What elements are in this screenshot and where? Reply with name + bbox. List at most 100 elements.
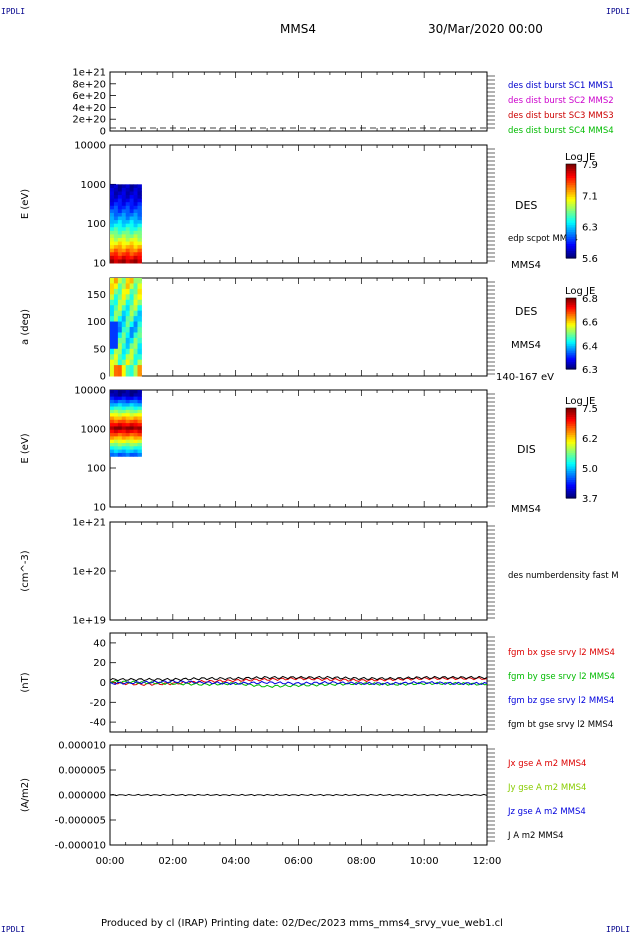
pitch-angle-cell	[110, 278, 115, 284]
spectrogram-cell	[110, 390, 115, 394]
spectrogram-cell	[121, 248, 127, 253]
pitch-angle-cell	[125, 305, 131, 312]
colorbar-des-energy-cell	[566, 229, 576, 233]
pitch-angle-cell	[117, 343, 123, 350]
spectrogram-cell	[125, 216, 131, 221]
colorbar-dis-energy-cell	[566, 459, 576, 463]
colorbar-dis-energy-cell	[566, 493, 576, 497]
spectrogram-cell	[133, 396, 138, 401]
spectrogram-cell	[133, 184, 138, 189]
colorbar-pitch-cell	[566, 337, 576, 340]
spectrogram-cell	[137, 212, 142, 218]
spectrogram-cell	[129, 184, 135, 189]
pitch-angle-cell	[113, 278, 119, 284]
pitch-angle-cell	[113, 305, 119, 312]
colorbar-dis-energy-cell	[566, 480, 576, 483]
spectrogram-cell	[125, 449, 131, 454]
colorbar-dis-energy-tick: 5.0	[582, 464, 598, 475]
spectrogram-cell	[125, 436, 131, 441]
y-tick-label: -0.000005	[55, 816, 106, 827]
spectrogram-cell	[110, 212, 115, 218]
spectrogram-cell	[133, 443, 138, 447]
spectrogram-cell	[117, 393, 123, 398]
pitch-angle-cell	[113, 354, 119, 361]
panel-note: edp scpot MMS4	[508, 234, 578, 244]
spectrogram-cell	[121, 436, 127, 441]
colorbar-pitch-title: Log JE	[565, 286, 595, 297]
spectrogram-cell	[113, 252, 119, 257]
spectrogram-cell	[125, 426, 131, 431]
pitch-angle-cell	[121, 310, 127, 317]
pitch-angle-cell	[133, 343, 138, 350]
spectrogram-cell	[137, 187, 142, 192]
spectrogram-cell	[137, 436, 142, 441]
spectrogram-cell	[117, 429, 123, 434]
spectrogram-cell	[129, 195, 135, 200]
pitch-angle-cell	[125, 332, 131, 339]
spectrogram-cell	[133, 209, 138, 214]
spectrogram-cell	[133, 399, 138, 404]
spectrogram-cell	[110, 406, 115, 411]
colorbar-pitch-tick: 6.3	[582, 365, 598, 376]
current-density-line	[109, 793, 488, 797]
spectrogram-cell	[125, 248, 131, 253]
panel-note: MMS4	[511, 340, 541, 351]
spectrogram-cell	[110, 423, 115, 427]
spectrogram-cell	[125, 396, 131, 401]
spectrogram-cell	[125, 227, 131, 232]
spectrogram-cell	[117, 396, 123, 401]
colorbar-des-energy-cell	[566, 234, 576, 238]
colorbar-des-energy-tick: 5.6	[582, 254, 598, 265]
pitch-angle-cell	[137, 337, 142, 344]
pitch-angle-cell	[117, 337, 123, 344]
spectrogram-cell	[121, 406, 127, 411]
spectrogram-cell	[137, 198, 142, 203]
spectrogram-cell	[117, 191, 123, 196]
pitch-angle-cell	[121, 354, 127, 361]
spectrogram-cell	[110, 220, 115, 225]
pitch-angle-cell	[133, 327, 138, 333]
spectrogram-cell	[121, 216, 127, 221]
spectrogram-cell	[133, 187, 138, 192]
spectrogram-cell	[137, 393, 142, 398]
spectrogram-cell	[129, 187, 135, 192]
spectrogram-cell	[117, 439, 123, 444]
pitch-angle-cell	[121, 365, 127, 372]
colorbar-dis-energy-tick: 3.7	[582, 494, 598, 505]
legend-entry: des dist burst SC1 MMS1	[508, 81, 614, 91]
pitch-angle-cell	[125, 321, 131, 328]
colorbar-pitch-cell	[566, 335, 576, 338]
pitch-angle-cell	[137, 288, 142, 295]
pitch-angle-cell	[113, 299, 119, 306]
colorbar-des-energy-cell	[566, 201, 576, 205]
spectrogram-cell	[121, 443, 127, 447]
spectrogram-cell	[133, 245, 138, 250]
pitch-angle-cell	[133, 316, 138, 323]
spectrogram-cell	[129, 436, 135, 441]
y-tick-label: 10	[93, 503, 106, 514]
pitch-angle-cell	[117, 327, 123, 333]
spectrogram-cell	[113, 429, 119, 434]
colorbar-dis-energy-cell	[566, 457, 576, 461]
spectrogram-cell	[110, 409, 115, 414]
spectrogram-cell	[121, 259, 127, 264]
spectrogram-cell	[121, 419, 127, 424]
spectrogram-cell	[117, 184, 123, 189]
spectrogram-cell	[129, 209, 135, 214]
y-tick-label: 100	[87, 317, 106, 328]
spectrogram-cell	[117, 423, 123, 427]
spectrogram-cell	[121, 439, 127, 444]
spectrogram-cell	[133, 234, 138, 239]
colorbar-des-energy-tick: 7.1	[582, 191, 598, 202]
colorbar-des-energy-cell	[566, 241, 576, 245]
spectrogram-cell	[113, 436, 119, 441]
colorbar-des-energy-cell	[566, 173, 576, 177]
date-header: 30/Mar/2020 00:00	[428, 22, 543, 36]
spectrogram-cell	[129, 413, 135, 418]
pitch-angle-cell	[125, 359, 131, 366]
spectrogram-cell	[117, 409, 123, 414]
colorbar-pitch-cell	[566, 333, 576, 336]
colorbar-dis-energy-cell	[566, 428, 576, 432]
colorbar-des-energy-cell	[566, 255, 576, 259]
spectrogram-cell	[129, 205, 135, 210]
